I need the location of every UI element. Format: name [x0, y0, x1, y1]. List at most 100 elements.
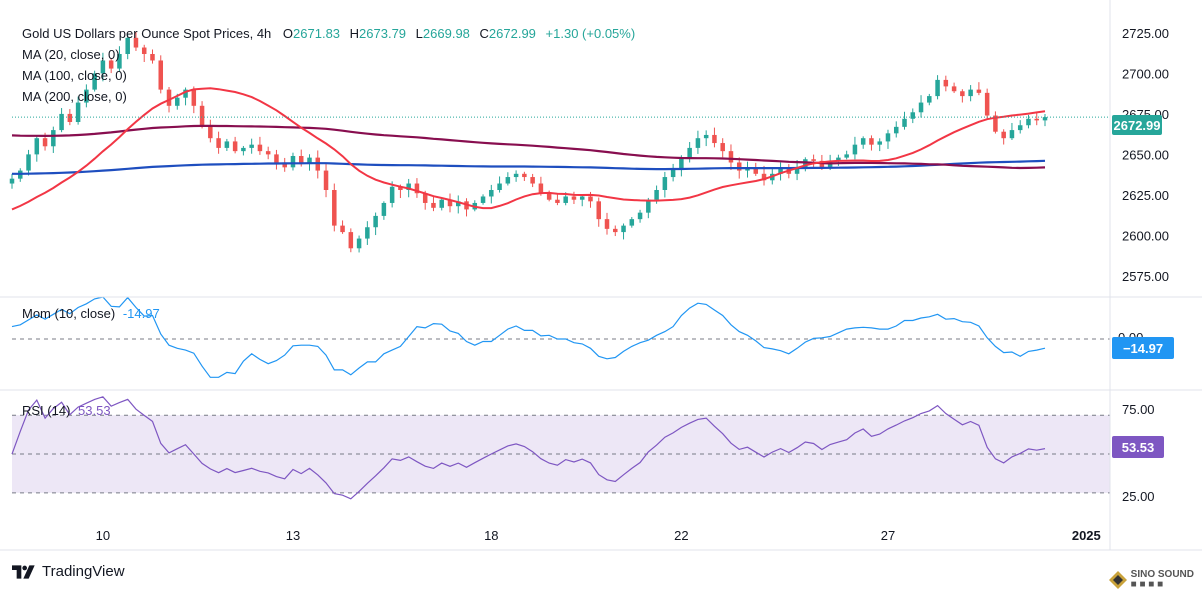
- candle-body: [960, 91, 965, 97]
- candle-body: [183, 89, 188, 98]
- candle-body: [398, 186, 403, 190]
- last-price-tag-text: 2672.99: [1114, 118, 1161, 133]
- watermark-logo: SINO SOUND ■ ■ ■ ■: [1108, 570, 1194, 590]
- candle-body: [910, 112, 916, 119]
- legend-momentum[interactable]: Mom (10, close) -14.97: [22, 306, 160, 321]
- axes: 2575.002600.002625.002650.002675.002700.…: [0, 0, 1202, 551]
- candle-body: [282, 162, 287, 168]
- candle-body: [943, 79, 949, 87]
- ma20-line: [11, 87, 1046, 211]
- candle-body: [414, 183, 420, 194]
- ohlc-close-value: 2672.99: [489, 26, 536, 41]
- candle-body: [794, 167, 800, 174]
- candle-body: [687, 147, 692, 158]
- price-pane[interactable]: [9, 31, 1110, 253]
- diamond-logo-icon: [1108, 571, 1127, 589]
- candle-body: [555, 199, 560, 203]
- x-tick-label: 22: [674, 528, 688, 543]
- candle-body: [406, 183, 411, 190]
- candle-body: [588, 196, 593, 202]
- candle-body: [679, 157, 684, 169]
- candle-body: [158, 60, 164, 90]
- candle-body: [340, 225, 345, 233]
- candle-body: [9, 178, 15, 184]
- candle-body: [75, 102, 81, 122]
- candle-body: [935, 79, 940, 97]
- candle-body: [439, 199, 444, 208]
- candle-body: [249, 144, 254, 148]
- candle-body: [51, 130, 56, 147]
- x-tick-label: 10: [96, 528, 110, 543]
- candle-body: [381, 202, 387, 216]
- candle-body: [92, 73, 97, 90]
- candle-body: [373, 215, 378, 228]
- rsi-tag-text: 53.53: [1122, 440, 1155, 455]
- candle-body: [125, 37, 130, 54]
- candle-body: [538, 183, 544, 194]
- candle-body: [703, 134, 709, 139]
- ohlc-open-value: 2671.83: [293, 26, 340, 41]
- candle-body: [579, 196, 585, 200]
- candle-body: [522, 173, 527, 178]
- candle-body: [208, 125, 213, 139]
- candle-body: [1034, 118, 1039, 121]
- candle-body: [753, 167, 759, 174]
- y-tick-label: 2725.00: [1122, 26, 1169, 41]
- candle-body: [265, 151, 271, 155]
- candle-body: [175, 97, 180, 106]
- y-tick-label: 2575.00: [1122, 269, 1169, 284]
- candle-body: [323, 170, 329, 190]
- candle-body: [621, 225, 626, 233]
- legend-ma200[interactable]: MA (200, close, 0): [22, 89, 127, 104]
- candle-body: [860, 138, 866, 145]
- rsi-pane[interactable]: [11, 396, 1110, 500]
- candle-body: [422, 193, 428, 203]
- x-tick-label: 2025: [1072, 528, 1101, 543]
- symbol-title: Gold US Dollars per Ounce Spot Prices, 4…: [22, 26, 271, 41]
- candle-body: [646, 199, 651, 213]
- x-tick-label: 27: [881, 528, 895, 543]
- candle-body: [613, 228, 618, 233]
- ohlc-low-label: L: [416, 26, 423, 41]
- candle-body: [778, 168, 783, 174]
- candle-body: [241, 147, 246, 152]
- candle-body: [332, 190, 337, 226]
- candle-body: [869, 138, 874, 145]
- candle-body: [274, 154, 279, 163]
- y-tick-label: 2600.00: [1122, 228, 1169, 243]
- ohlc-high-value: 2673.79: [359, 26, 406, 41]
- candle-body: [456, 201, 461, 207]
- candle-body: [893, 126, 899, 134]
- ohlc-close-label: C: [480, 26, 489, 41]
- candle-body: [232, 141, 238, 152]
- rsi-value: 53.53: [78, 403, 111, 418]
- momentum-pane[interactable]: [11, 296, 1110, 378]
- candle-body: [150, 54, 155, 61]
- candle-body: [728, 151, 734, 163]
- candle-body: [348, 232, 354, 249]
- candle-body: [918, 102, 924, 113]
- candle-body: [902, 118, 907, 127]
- rsi-band: [12, 415, 1110, 493]
- tradingview-logo[interactable]: TradingView: [12, 563, 125, 580]
- candle-body: [224, 141, 230, 148]
- legend-ma100[interactable]: MA (100, close, 0): [22, 68, 127, 83]
- candle-body: [546, 193, 552, 200]
- candle-body: [662, 177, 668, 190]
- candle-body: [629, 219, 635, 226]
- momentum-line: [11, 296, 1046, 378]
- momentum-value: -14.97: [123, 306, 160, 321]
- change-value: +1.30 (+0.05%): [546, 26, 636, 41]
- legend-ma20[interactable]: MA (20, close, 0): [22, 47, 120, 62]
- candle-body: [530, 177, 535, 184]
- candle-body: [307, 157, 312, 165]
- candle-body: [836, 157, 841, 161]
- momentum-tag-text: −14.97: [1123, 341, 1163, 356]
- candle-body: [133, 37, 139, 48]
- candle-body: [100, 60, 106, 74]
- candle-body: [852, 144, 858, 155]
- candle-body: [1026, 118, 1031, 126]
- legend-line-1: Gold US Dollars per Ounce Spot Prices, 4…: [22, 26, 635, 41]
- legend-rsi[interactable]: RSI (14) 53.53: [22, 403, 111, 418]
